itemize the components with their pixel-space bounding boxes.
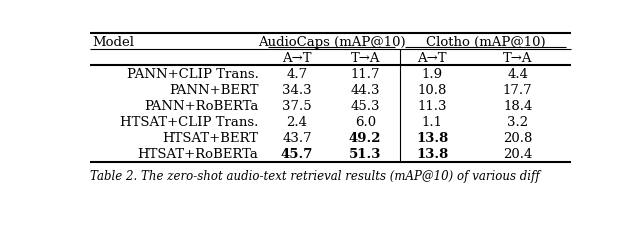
Text: 43.7: 43.7: [282, 132, 312, 145]
Text: 2.4: 2.4: [287, 116, 307, 128]
Text: 37.5: 37.5: [282, 100, 312, 112]
Text: T→A: T→A: [503, 52, 532, 64]
Text: 3.2: 3.2: [507, 116, 528, 128]
Text: A→T: A→T: [282, 52, 312, 64]
Text: HTSAT+RoBERTa: HTSAT+RoBERTa: [138, 148, 259, 161]
Text: Table 2. The zero-shot audio-text retrieval results (mAP@10) of various diff: Table 2. The zero-shot audio-text retrie…: [90, 169, 540, 182]
Text: 45.3: 45.3: [351, 100, 380, 112]
Text: PANN+RoBERTa: PANN+RoBERTa: [144, 100, 259, 112]
Text: HTSAT+CLIP Trans.: HTSAT+CLIP Trans.: [120, 116, 259, 128]
Text: 34.3: 34.3: [282, 83, 312, 97]
Text: Clotho (mAP@10): Clotho (mAP@10): [426, 36, 545, 48]
Text: 11.7: 11.7: [351, 68, 380, 81]
Text: T→A: T→A: [351, 52, 380, 64]
Text: PANN+CLIP Trans.: PANN+CLIP Trans.: [127, 68, 259, 81]
Text: 6.0: 6.0: [355, 116, 376, 128]
Text: 49.2: 49.2: [349, 132, 381, 145]
Text: 10.8: 10.8: [417, 83, 447, 97]
Text: HTSAT+BERT: HTSAT+BERT: [163, 132, 259, 145]
Text: 4.7: 4.7: [287, 68, 308, 81]
Text: 13.8: 13.8: [416, 132, 448, 145]
Text: PANN+BERT: PANN+BERT: [169, 83, 259, 97]
Text: A→T: A→T: [417, 52, 447, 64]
Text: Model: Model: [92, 36, 134, 48]
Text: 1.9: 1.9: [422, 68, 443, 81]
Text: 44.3: 44.3: [351, 83, 380, 97]
Text: 11.3: 11.3: [417, 100, 447, 112]
Text: AudioCaps (mAP@10): AudioCaps (mAP@10): [258, 36, 406, 48]
Text: 20.4: 20.4: [503, 148, 532, 161]
Text: 20.8: 20.8: [503, 132, 532, 145]
Text: 1.1: 1.1: [422, 116, 443, 128]
Text: 17.7: 17.7: [503, 83, 532, 97]
Text: 4.4: 4.4: [508, 68, 528, 81]
Text: 18.4: 18.4: [503, 100, 532, 112]
Text: 45.7: 45.7: [281, 148, 313, 161]
Text: 13.8: 13.8: [416, 148, 448, 161]
Text: 51.3: 51.3: [349, 148, 381, 161]
